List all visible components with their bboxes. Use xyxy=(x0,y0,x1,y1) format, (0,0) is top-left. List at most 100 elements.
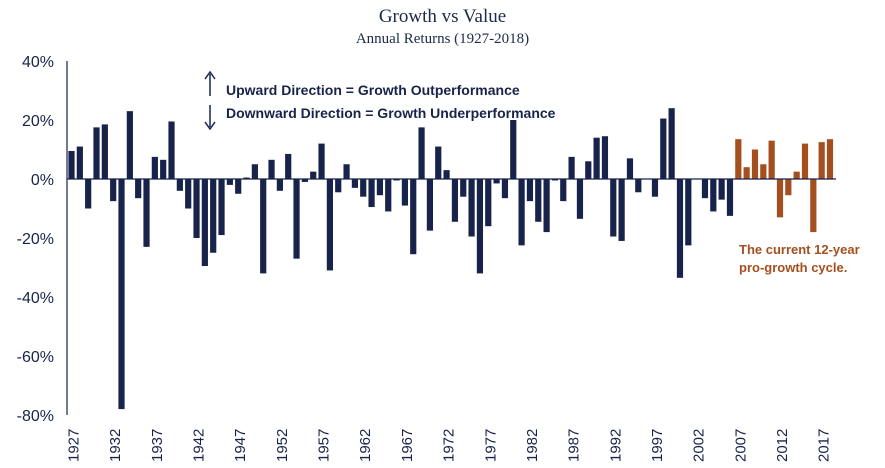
bar-1992 xyxy=(610,179,617,237)
bar-1956 xyxy=(310,171,317,180)
bar-1977 xyxy=(485,179,492,227)
bar-1966 xyxy=(393,179,400,181)
bar-1982 xyxy=(526,179,534,202)
bar-1993 xyxy=(618,179,625,241)
bar-1945 xyxy=(218,179,225,236)
x-tick-label: 1972 xyxy=(441,429,458,462)
annotations: Upward Direction = Growth Outperformance… xyxy=(204,70,860,275)
bar-1983 xyxy=(535,179,542,222)
bar-2015 xyxy=(801,143,809,179)
bar-1985 xyxy=(551,179,559,181)
bar-1994 xyxy=(626,158,634,179)
down-direction-label: Downward Direction = Growth Underperform… xyxy=(226,105,556,121)
bar-1938 xyxy=(160,159,167,179)
bar-1999 xyxy=(668,108,675,179)
bar-1948 xyxy=(243,177,250,179)
bar-1988 xyxy=(576,179,584,219)
bar-1935 xyxy=(135,179,142,199)
bar-1936 xyxy=(143,179,150,247)
bar-2006 xyxy=(726,179,734,216)
bar-1971 xyxy=(435,146,442,179)
bar-1987 xyxy=(568,156,575,180)
bar-1960 xyxy=(343,164,350,179)
bar-1984 xyxy=(543,179,550,233)
bar-2001 xyxy=(685,179,692,246)
bar-1962 xyxy=(360,179,367,197)
bar-1986 xyxy=(560,179,567,202)
bar-1998 xyxy=(660,118,667,179)
bar-1970 xyxy=(426,179,434,231)
bar-2000 xyxy=(676,179,684,278)
bar-1953 xyxy=(285,153,292,179)
x-tick-label: 1942 xyxy=(191,429,208,462)
bar-2017 xyxy=(818,142,825,180)
up-arrow-head-icon xyxy=(204,70,216,80)
bar-2005 xyxy=(718,179,725,200)
x-tick-label: 1932 xyxy=(107,429,124,462)
cycle-note-line-2: pro-growth cycle. xyxy=(739,260,847,275)
bar-1958 xyxy=(326,179,333,271)
x-tick-label: 1967 xyxy=(399,429,416,462)
bar-2013 xyxy=(785,179,792,196)
bar-1947 xyxy=(235,179,242,194)
x-tick-label: 1937 xyxy=(149,429,166,462)
x-tick-label: 1927 xyxy=(66,429,83,462)
x-tick-label: 1997 xyxy=(649,429,666,462)
bar-2010 xyxy=(760,164,767,179)
bar-1964 xyxy=(376,179,383,196)
bar-2014 xyxy=(793,171,800,180)
bar-1952 xyxy=(276,179,283,191)
bar-1972 xyxy=(443,170,450,179)
x-tick-label: 1982 xyxy=(524,429,541,462)
bars-group xyxy=(68,108,834,410)
bar-1933 xyxy=(118,179,125,410)
bar-1946 xyxy=(226,179,233,185)
bar-1979 xyxy=(501,179,509,199)
bar-2009 xyxy=(751,149,759,179)
y-tick-label: 20% xyxy=(22,113,54,130)
bar-1995 xyxy=(635,179,642,193)
bar-1959 xyxy=(335,179,342,193)
x-axis: 1927 1932 1937 1942 1947 1952 1957 1962 1967 1972… xyxy=(66,178,836,462)
bar-2008 xyxy=(743,167,750,179)
bar-1978 xyxy=(493,179,500,184)
y-tick-label: -80% xyxy=(17,408,54,425)
bar-1961 xyxy=(351,179,358,188)
x-tick-label: 1957 xyxy=(316,429,333,462)
x-tick-label: 1952 xyxy=(274,429,291,462)
bar-1929 xyxy=(85,179,92,209)
bar-1969 xyxy=(418,127,425,180)
bar-1967 xyxy=(401,179,409,206)
x-tick-label: 1992 xyxy=(607,429,624,462)
cycle-note-line-1: The current 12-year xyxy=(739,242,860,257)
x-tick-label: 2012 xyxy=(774,429,791,462)
x-tick-label: 2017 xyxy=(816,429,833,462)
bar-1973 xyxy=(451,179,459,222)
bar-2004 xyxy=(710,179,717,212)
bar-1968 xyxy=(410,179,417,255)
up-direction-label: Upward Direction = Growth Outperformance xyxy=(226,82,520,98)
x-tick-label: 2007 xyxy=(732,429,749,462)
bar-1931 xyxy=(101,124,108,179)
bar-1950 xyxy=(260,179,267,274)
x-tick-label: 1947 xyxy=(232,429,249,462)
chart-title: Growth vs Value xyxy=(378,6,507,27)
bar-1975 xyxy=(468,179,475,237)
bar-1955 xyxy=(301,179,308,182)
bar-1991 xyxy=(601,136,609,179)
bar-1951 xyxy=(268,159,275,179)
bar-1965 xyxy=(385,179,392,212)
bar-2011 xyxy=(768,140,775,179)
x-tick-label: 1987 xyxy=(566,429,583,462)
bar-1937 xyxy=(151,156,158,180)
bar-2018 xyxy=(826,139,834,179)
down-arrow-head-icon xyxy=(204,121,216,131)
x-tick-label: 1977 xyxy=(482,429,499,462)
y-tick-label: 40% xyxy=(22,54,54,71)
bar-1954 xyxy=(293,179,300,259)
bar-1941 xyxy=(185,179,192,209)
x-tick-label: 2002 xyxy=(691,429,708,462)
bar-1928 xyxy=(76,146,83,179)
